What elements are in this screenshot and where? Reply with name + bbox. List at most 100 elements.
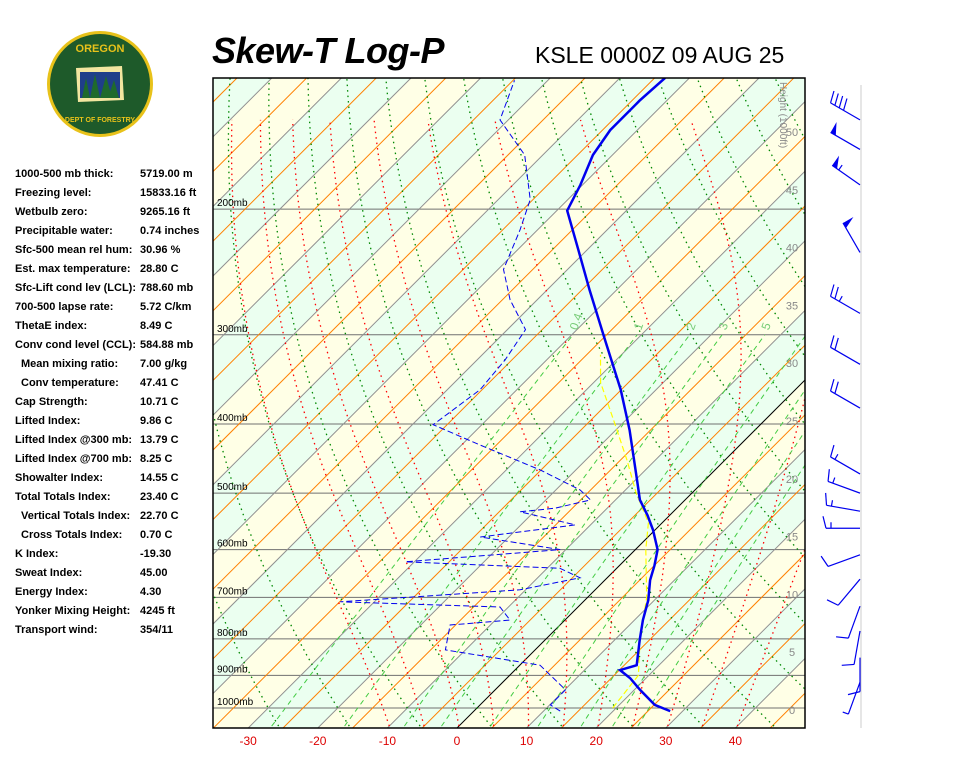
wind-barb [822, 516, 860, 529]
stat-value: 5.72 C/km [140, 301, 192, 313]
pressure-label: 400mb [217, 413, 248, 424]
isotherm [386, 309, 805, 728]
isotherm-half [213, 78, 238, 103]
barb-full [827, 469, 830, 482]
isotherm [317, 240, 805, 728]
pressure-label: 700mb [217, 586, 248, 597]
stat-value: 584.88 mb [140, 339, 194, 351]
stat-value: 10.71 C [140, 396, 179, 408]
mixing-ratio-label: 1 [631, 320, 647, 331]
barb-staff [830, 456, 861, 475]
barb-half [834, 453, 839, 460]
isotherm-half [839, 73, 960, 728]
stat-value: 8.49 C [140, 320, 173, 332]
stat-label: Sfc-Lift cond lev (LCL): [15, 282, 136, 294]
dry-adiabat [839, 51, 960, 726]
isotherm [213, 78, 691, 556]
stat-label: Est. max temperature: [15, 263, 131, 275]
stat-value: 788.60 mb [140, 282, 194, 294]
stat-label: Cross Totals Index: [21, 529, 123, 541]
x-tick-label: -30 [240, 734, 258, 748]
stat-label: Cap Strength: [15, 396, 88, 408]
mixing-ratio-line [441, 334, 723, 727]
pressure-label: 800mb [217, 628, 248, 639]
wind-barb [829, 335, 861, 365]
barb-full [847, 691, 861, 696]
isotherm [213, 100, 805, 695]
mixing-ratio-line [490, 334, 766, 727]
isotherm-half [909, 73, 960, 728]
isotherm [213, 78, 343, 208]
x-tick-label: 0 [454, 734, 461, 748]
height-tick-label: 15 [786, 532, 798, 544]
isotherm [213, 78, 760, 625]
stat-value: 4.30 [140, 586, 162, 598]
barb-full [829, 335, 835, 348]
moist-adiabat [373, 119, 530, 727]
stat-label: Vertical Totals Index: [21, 510, 131, 522]
isotherm-half [213, 78, 725, 590]
barb-full [826, 599, 839, 606]
pressure-label: 200mb [217, 198, 248, 209]
mixing-ratio-line [537, 335, 805, 727]
isotherm-half [282, 205, 805, 728]
barb-staff [842, 222, 861, 253]
svg-text:OREGON: OREGON [76, 43, 125, 55]
barb-staff [827, 554, 861, 567]
isotherm-half [421, 344, 805, 728]
stat-value: 8.25 C [140, 453, 173, 465]
stat-label: Sweat Index: [15, 567, 83, 579]
stat-label: Energy Index: [15, 586, 88, 598]
dry-adiabat [540, 78, 805, 559]
stat-value: 47.41 C [140, 377, 179, 389]
dry-adiabat [462, 78, 805, 690]
stat-label: Mean mixing ratio: [21, 358, 119, 370]
stat-value: 4245 ft [140, 605, 175, 617]
stat-label: Lifted Index @300 mb: [15, 434, 133, 446]
x-tick-label: 30 [659, 734, 673, 748]
barb-half [842, 711, 849, 715]
barb-staff [827, 480, 861, 494]
stat-label: 1000-500 mb thick: [15, 168, 114, 180]
barb-full [838, 95, 844, 109]
wind-barb [829, 444, 861, 475]
stat-value: 28.80 C [140, 263, 179, 275]
wind-barb [825, 492, 861, 512]
barb-full [834, 286, 839, 300]
station-time-label: KSLE 0000Z 09 AUG 25 [535, 42, 785, 68]
isotherm [804, 727, 805, 728]
barb-full [820, 555, 829, 567]
barb-staff [830, 102, 861, 121]
stat-label: Sfc-500 mean rel hum: [15, 244, 133, 256]
chart-title: Skew-T Log-P [212, 30, 445, 71]
barb-staff [831, 164, 861, 186]
barb-staff [830, 131, 861, 150]
wind-barb [827, 469, 861, 494]
height-axis-label: Height (1000ft) [777, 82, 788, 148]
stat-label: Lifted Index @700 mb: [15, 453, 133, 465]
barb-full [834, 93, 839, 106]
mixing-ratio-line [637, 464, 805, 727]
moist-adiabat [701, 394, 805, 727]
stat-label: ThetaE index: [15, 320, 88, 332]
stat-value: 30.96 % [140, 244, 181, 256]
isotherm-half [560, 483, 805, 728]
wind-barb [842, 681, 861, 715]
isotherm-half [491, 414, 805, 728]
height-tick-label: 30 [786, 358, 798, 370]
pressure-label: 300mb [217, 324, 248, 335]
height-tick-label: 40 [786, 243, 798, 255]
isotherm [213, 78, 412, 277]
barb-full [842, 98, 848, 111]
stat-label: Showalter Index: [15, 472, 104, 484]
barb-full [829, 378, 835, 392]
moist-adiabat [292, 119, 460, 727]
temperature-band [596, 519, 805, 728]
barb-pennant [832, 155, 840, 169]
barb-half [830, 500, 834, 507]
stat-value: -19.30 [140, 548, 172, 560]
isotherm-half [213, 135, 805, 728]
pressure-label: 600mb [217, 539, 248, 550]
barb-staff [830, 295, 861, 314]
